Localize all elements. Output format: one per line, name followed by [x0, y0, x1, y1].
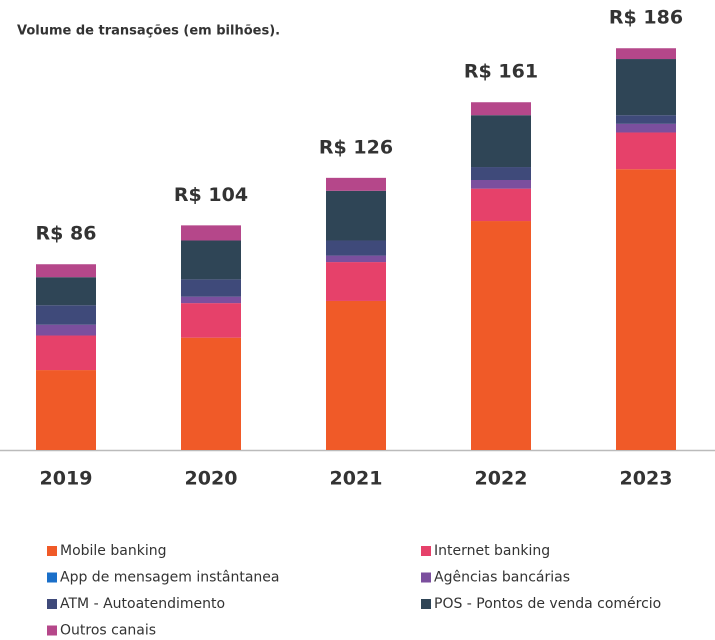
legend-swatch — [47, 625, 57, 636]
bar-segment — [181, 240, 241, 280]
legend-label: Agências bancárias — [434, 570, 570, 586]
legend-label: Mobile banking — [60, 543, 166, 559]
bar-segment — [36, 305, 96, 325]
legend-label: POS - Pontos de venda comércio — [434, 596, 661, 612]
bar-segment — [36, 324, 96, 336]
bar-segment — [36, 277, 96, 306]
legend-label: App de mensagem instântanea — [60, 570, 279, 586]
bar-segment — [616, 115, 676, 124]
bar-segment — [616, 59, 676, 116]
x-tick-label: 2020 — [185, 468, 238, 490]
bar-segment — [616, 169, 676, 450]
bar-segment — [471, 180, 531, 189]
bar-segment — [471, 102, 531, 116]
legend-label: ATM - Autoatendimento — [60, 596, 225, 612]
bar-segment — [181, 279, 241, 297]
bar-segment — [471, 188, 531, 222]
bar-segment — [471, 221, 531, 450]
bar-segment — [471, 115, 531, 168]
bar-segment — [181, 296, 241, 304]
bar-segment — [36, 335, 96, 371]
x-tick-label: 2023 — [620, 468, 673, 490]
bar-segment — [326, 240, 386, 256]
legend-label: Outros canais — [60, 623, 156, 639]
bar-segment — [326, 255, 386, 263]
bar-segment — [181, 303, 241, 338]
chart-title: Volume de transações (em bilhões). — [17, 24, 280, 39]
total-label: R$ 104 — [174, 184, 248, 206]
x-tick-label: 2019 — [40, 468, 93, 490]
total-label: R$ 186 — [609, 7, 683, 29]
bar-segment — [36, 370, 96, 450]
legend-swatch — [421, 572, 431, 583]
x-tick-label: 2021 — [330, 468, 383, 490]
total-label: R$ 161 — [464, 61, 538, 83]
legend-swatch — [47, 599, 57, 609]
bar-segment — [326, 262, 386, 301]
total-label: R$ 86 — [36, 223, 97, 245]
legend-label: Internet banking — [434, 543, 550, 559]
bar-segment — [616, 48, 676, 60]
total-label: R$ 126 — [319, 136, 393, 158]
bar-segment — [616, 123, 676, 133]
legend-swatch — [421, 599, 431, 609]
bar-segment — [181, 225, 241, 241]
legend-swatch — [47, 572, 57, 583]
bar-segment — [616, 132, 676, 170]
bar-segment — [326, 177, 386, 191]
bar-segment — [326, 300, 386, 450]
bar-segment — [36, 264, 96, 278]
x-tick-label: 2022 — [475, 468, 528, 490]
bar-segment — [471, 167, 531, 180]
bar-segment — [326, 190, 386, 241]
bar-segment — [181, 337, 241, 450]
legend-swatch — [47, 546, 57, 556]
legend-swatch — [421, 546, 431, 556]
